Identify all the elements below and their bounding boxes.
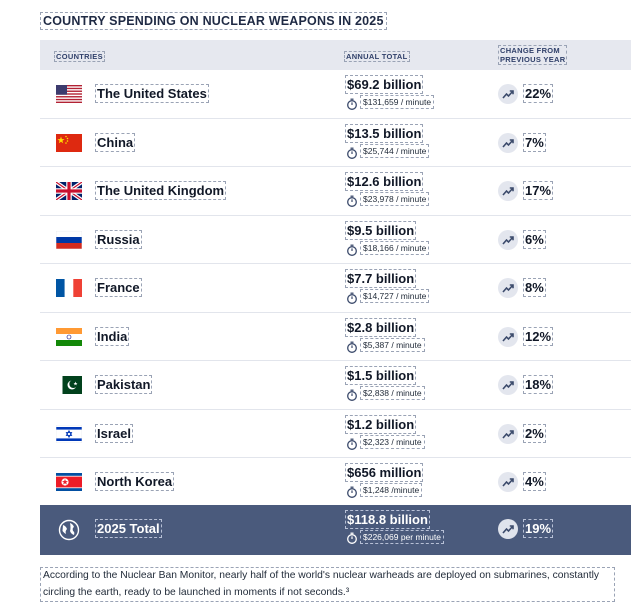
trending-up-icon [498, 84, 518, 104]
header-change: CHANGE FROM PREVIOUS YEAR [498, 45, 568, 65]
table-header: COUNTRIES ANNUAL TOTAL CHANGE FROM PREVI… [40, 40, 631, 70]
change-percent: 22% [523, 84, 554, 103]
change-percent: 2% [523, 423, 546, 443]
trending-up-icon [498, 278, 518, 298]
change-percent: 8% [523, 278, 546, 297]
country-name: Pakistan [95, 375, 153, 394]
annual-total: $9.5 billion [345, 220, 417, 240]
country-name: North Korea [95, 472, 175, 491]
stopwatch-icon [346, 97, 358, 110]
table-row: Pakistan $1.5 billion $2,838 / minute 18% [40, 361, 631, 410]
stopwatch-icon [346, 485, 358, 498]
stopwatch-icon [346, 194, 358, 207]
change-percent: 12% [523, 326, 554, 346]
header-change-line2: PREVIOUS YEAR [500, 55, 566, 64]
trending-up-icon [498, 229, 518, 250]
country-name: China [95, 132, 136, 152]
globe-icon [58, 519, 80, 541]
stopwatch-icon [346, 146, 358, 159]
table-row: China $13.5 billion $25,744 / minute 7% [40, 119, 631, 167]
stopwatch-icon [346, 437, 358, 450]
annual-total: $12.6 billion [345, 172, 424, 191]
change-percent: 4% [523, 472, 546, 491]
change-percent: 7% [523, 132, 546, 152]
trending-up-icon [498, 132, 518, 153]
trending-up-icon [498, 181, 518, 201]
annual-total: $1.5 billion [345, 366, 417, 385]
us-flag [56, 85, 82, 103]
total-amount: $118.8 billion [345, 510, 430, 529]
total-row: 2025 Total $118.8 billion $226,069 per m… [40, 505, 631, 555]
table-row: Israel $1.2 billion $2,323 / minute 2% [40, 410, 631, 458]
stopwatch-icon [347, 532, 357, 544]
change-percent: 6% [523, 229, 546, 249]
footnote: According to the Nuclear Ban Monitor, ne… [40, 567, 615, 602]
table-row: France $7.7 billion $14,727 / minute 8% [40, 264, 631, 313]
pakistan-flag [56, 376, 82, 394]
trending-up-icon [498, 472, 518, 492]
per-minute: $2,323 / minute [360, 434, 425, 449]
country-name: India [95, 326, 130, 346]
france-flag [56, 279, 82, 297]
country-name: France [95, 278, 142, 297]
country-name: Israel [95, 423, 133, 443]
trending-up-icon [498, 375, 518, 395]
table-row: Russia $9.5 billion $18,166 / minute 6% [40, 216, 631, 264]
per-minute: $2,838 / minute [360, 386, 425, 400]
per-minute: $14,727 / minute [360, 289, 430, 303]
stopwatch-icon [346, 340, 358, 353]
china-flag [56, 133, 82, 152]
per-minute: $23,978 / minute [360, 192, 430, 206]
table-row: The United States $69.2 billion $131,659 /… [40, 70, 631, 119]
table-row: India $2.8 billion $5,387 / minute 12% [40, 313, 631, 361]
annual-total: $69.2 billion [345, 75, 424, 94]
india-flag [56, 327, 82, 346]
change-percent: 18% [523, 375, 554, 394]
trending-up-icon [498, 423, 518, 444]
stopwatch-icon [346, 291, 358, 304]
russia-flag [56, 230, 82, 249]
stopwatch-icon [346, 243, 358, 256]
trending-up-icon [498, 519, 518, 539]
annual-total: $1.2 billion [345, 414, 417, 434]
uk-flag [56, 182, 82, 200]
trending-up-icon [498, 326, 518, 347]
change-percent: 17% [523, 181, 554, 200]
table-row: North Korea $656 million $1,248 /minute 4% [40, 458, 631, 507]
annual-total: $656 million [345, 463, 424, 482]
header-change-line1: CHANGE FROM [500, 46, 560, 55]
annual-total: $2.8 billion [345, 317, 417, 337]
per-minute: $25,744 / minute [360, 143, 430, 158]
page-title: COUNTRY SPENDING ON NUCLEAR WEAPONS IN 2… [40, 12, 387, 30]
israel-flag [56, 424, 82, 443]
total-label: 2025 Total [95, 519, 162, 538]
country-name: The United Kingdom [95, 181, 227, 200]
north-korea-flag [56, 473, 82, 491]
annual-total: $13.5 billion [345, 123, 424, 143]
total-change: 19% [523, 519, 554, 538]
table-row: The United Kingdom $12.6 billion $23,978 /… [40, 167, 631, 216]
country-name: The United States [95, 84, 209, 103]
per-minute: $1,248 /minute [360, 483, 423, 497]
total-per-minute: $226,069 per minute [360, 530, 444, 544]
table-body: The United States $69.2 billion $131,659 /… [40, 70, 631, 507]
country-name: Russia [95, 229, 142, 249]
per-minute: $131,659 / minute [360, 95, 435, 109]
per-minute: $18,166 / minute [360, 240, 430, 255]
annual-total: $7.7 billion [345, 269, 417, 288]
header-annual-total: ANNUAL TOTAL [344, 51, 410, 62]
header-countries: COUNTRIES [54, 51, 105, 62]
stopwatch-icon [346, 388, 358, 401]
per-minute: $5,387 / minute [360, 337, 425, 352]
